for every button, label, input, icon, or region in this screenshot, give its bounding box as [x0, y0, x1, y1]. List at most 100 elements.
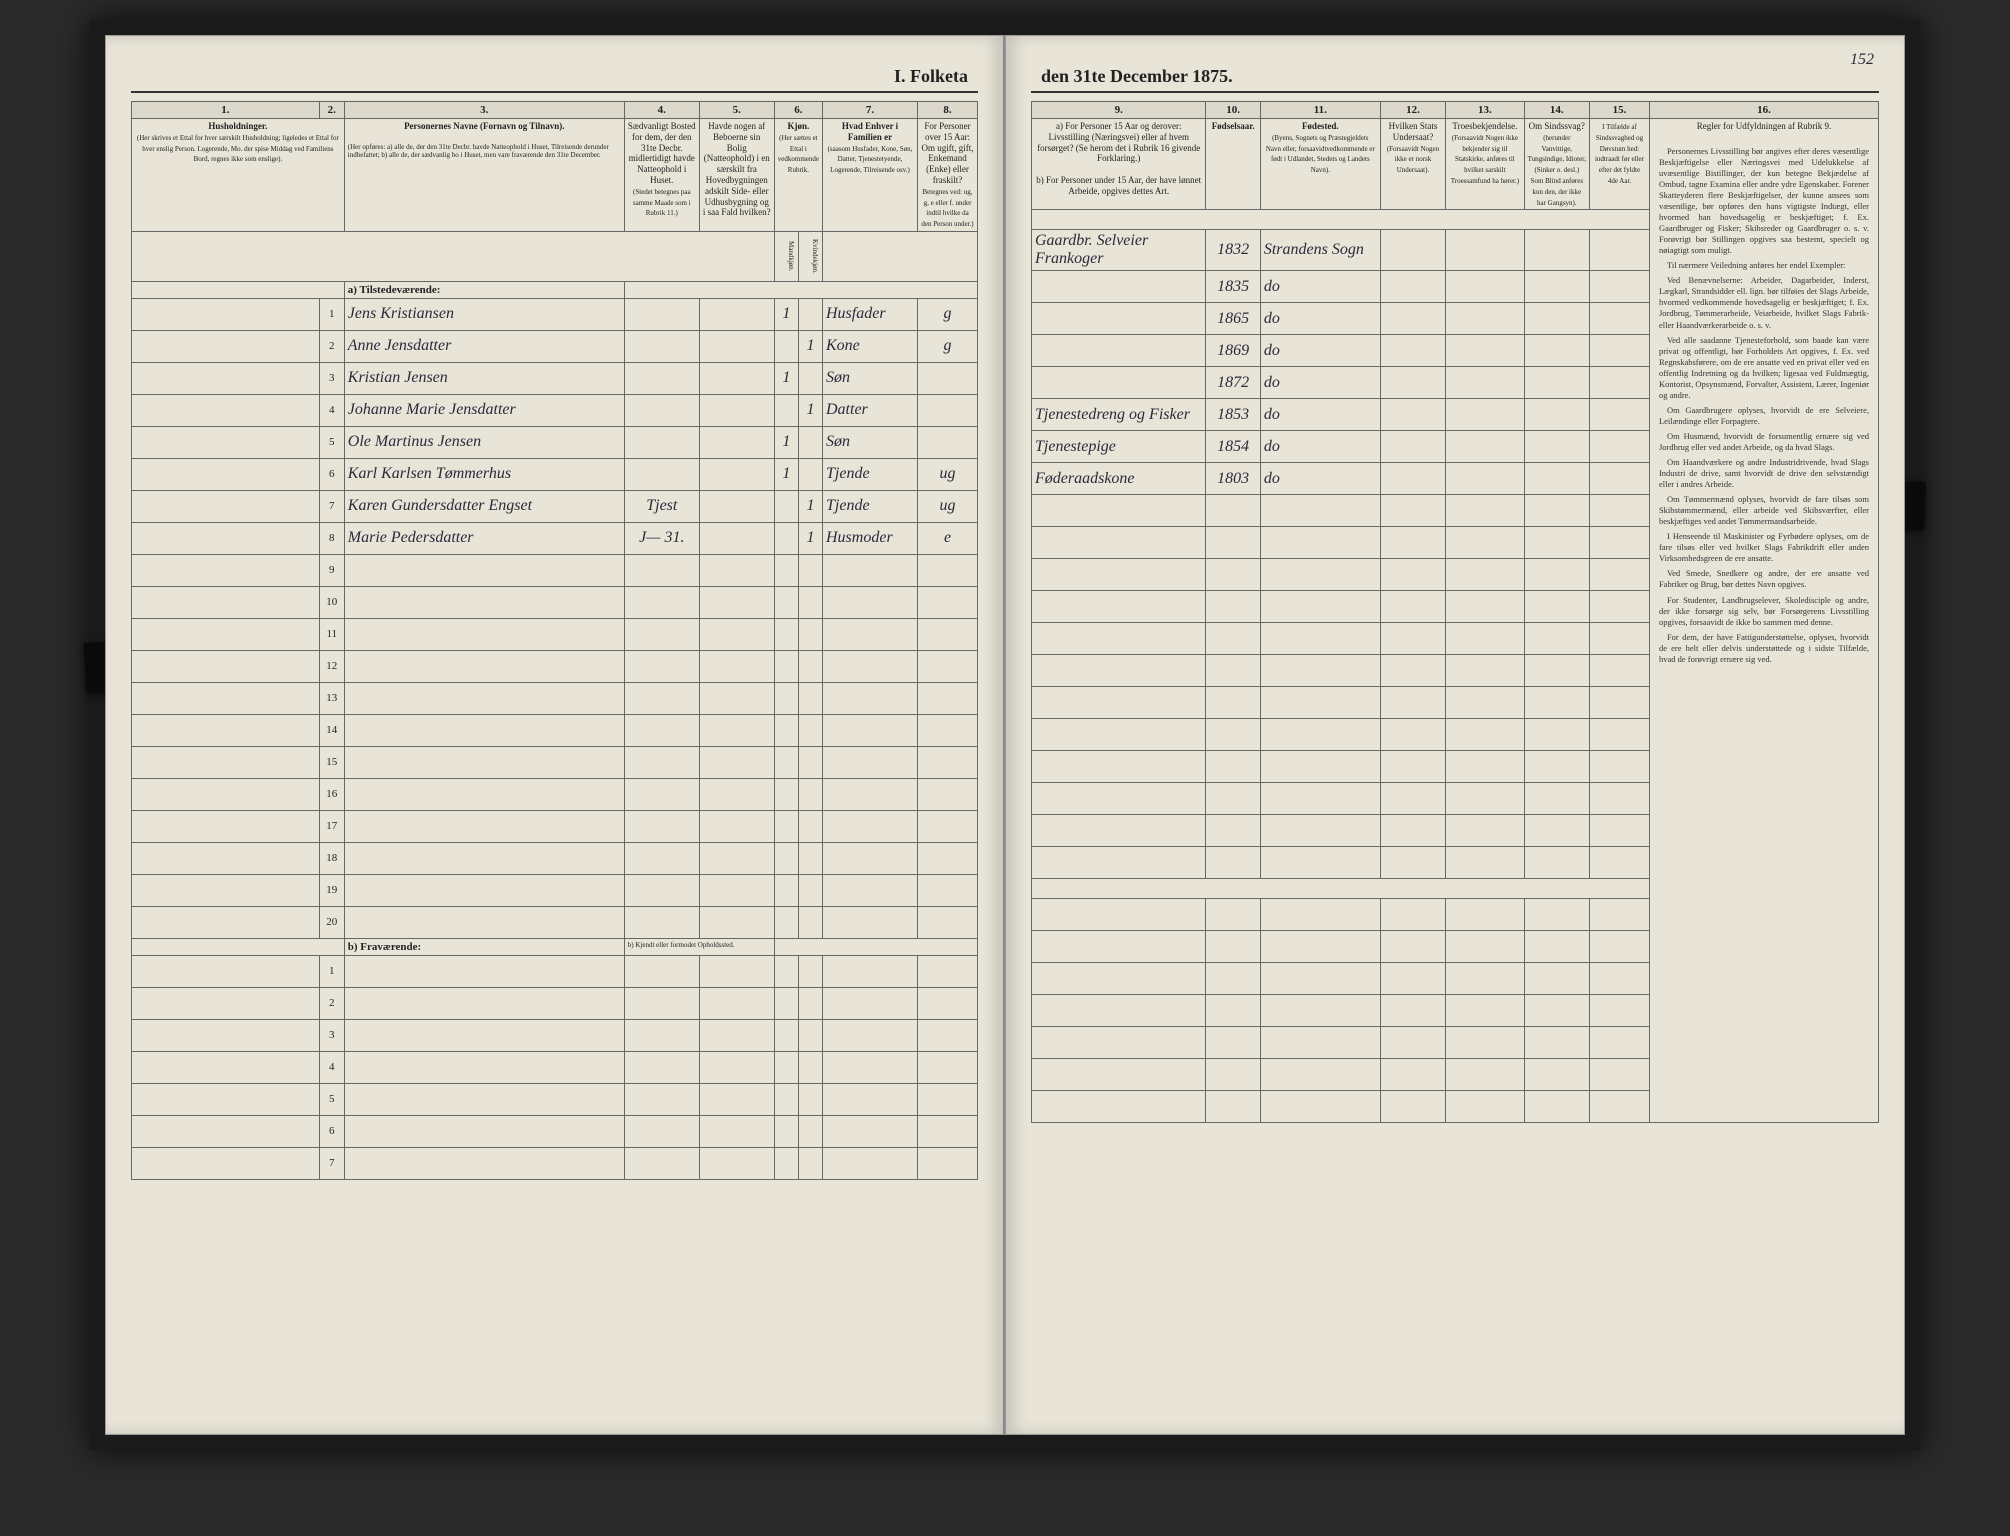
marital [918, 426, 978, 458]
header-title: Fødselsaar. [1212, 121, 1255, 131]
header-households: Husholdninger. (Her skrives et Ettal for… [132, 119, 345, 232]
rules-para: Ved alle saadanne Tjenesteforhold, som b… [1659, 335, 1869, 401]
occupation [1032, 271, 1206, 303]
empty-row: 12 [132, 650, 978, 682]
birthplace: do [1260, 335, 1380, 367]
marital: ug [918, 458, 978, 490]
header-sub: (Forsaavidt Nogen ikke bekjender sig til… [1451, 134, 1519, 185]
occupation: Gaardbr. Selveier Frankoger [1032, 230, 1206, 271]
empty-row: 1 [132, 955, 978, 987]
header-sub: (Forsaavidt Nogen ikke er norsk Undersaa… [1387, 145, 1439, 175]
header-marital: For Personer over 15 Aar: Om ugift, gift… [918, 119, 978, 232]
section-b-row: b) Fraværende: b) Kjendt eller formodet … [132, 938, 978, 955]
row-number: 5 [319, 426, 344, 458]
rules-para: Ved Benævnelserne: Arbeider, Dagarbeider… [1659, 275, 1869, 330]
marital: ug [918, 490, 978, 522]
sex-k [798, 458, 822, 490]
empty-row: 11 [132, 618, 978, 650]
census-table-left: 1. 2. 3. 4. 5. 6. 7. 8. Husholdninger. (… [131, 101, 978, 1180]
relation: Kone [823, 330, 918, 362]
rules-column: Regler for Udfyldningen af Rubrik 9. Per… [1649, 119, 1878, 1123]
person-row: 7 Karen Gundersdatter Engset Tjest 1 Tje… [132, 490, 978, 522]
occupation [1032, 303, 1206, 335]
header-row: a) For Personer 15 Aar og derover: Livss… [1032, 119, 1879, 210]
empty-row: 16 [132, 778, 978, 810]
person-name: Jens Kristiansen [344, 298, 624, 330]
row-number: 8 [319, 522, 344, 554]
sex-k [798, 426, 822, 458]
sex-m: 1 [774, 362, 798, 394]
sex-m [774, 522, 798, 554]
header-sex: Kjøn. (Her sættes et Ettal i vedkommende… [774, 119, 822, 232]
col-num: 3. [344, 102, 624, 119]
person-name: Kristian Jensen [344, 362, 624, 394]
row-number: 7 [319, 490, 344, 522]
sex-m: 1 [774, 458, 798, 490]
person-row: 8 Marie Pedersdatter J— 31. 1 Husmoder e [132, 522, 978, 554]
birthplace: do [1260, 431, 1380, 463]
person-name: Anne Jensdatter [344, 330, 624, 362]
birthyear: 1854 [1206, 431, 1260, 463]
rules-para: For Studenter, Landbrugselever, Skoledis… [1659, 595, 1869, 628]
header-title: Sædvanligt Bosted for dem, der den 31te … [628, 121, 696, 185]
sex-k: 1 [798, 394, 822, 426]
relation: Søn [823, 426, 918, 458]
title-left: I. Folketa [131, 66, 978, 93]
col-num: 12. [1380, 102, 1445, 119]
header-occupation: a) For Personer 15 Aar og derover: Livss… [1032, 119, 1206, 210]
empty-row: 10 [132, 586, 978, 618]
person-name: Ole Martinus Jensen [344, 426, 624, 458]
empty-row: 3 [132, 1019, 978, 1051]
sex-m [774, 394, 798, 426]
person-name: Karl Karlsen Tømmerhus [344, 458, 624, 490]
sex-m: 1 [774, 298, 798, 330]
rules-title: Regler for Udfyldningen af Rubrik 9. [1653, 121, 1875, 132]
section-absent: b) Fraværende: [344, 938, 624, 955]
row-number: 2 [319, 330, 344, 362]
header-sub: (Her sættes et Ettal i vedkommende Rubri… [778, 134, 819, 174]
header-birthplace: Fødested. (Byens, Sognets og Præstegjeld… [1260, 119, 1380, 210]
col-num: 14. [1524, 102, 1589, 119]
birthplace: do [1260, 399, 1380, 431]
empty-row: 19 [132, 874, 978, 906]
header-sub: (Her skrives et Ettal for hver særskilt … [137, 134, 339, 164]
rules-para: Til nærmere Veiledning anføres her endel… [1659, 260, 1869, 271]
header-title: Om Sindssvag? [1529, 121, 1585, 131]
rules-para: I Henseende til Maskinister og Fyrbødere… [1659, 531, 1869, 564]
col-num: 4. [624, 102, 699, 119]
col-num: 11. [1260, 102, 1380, 119]
person-row: 5 Ole Martinus Jensen 1 Søn [132, 426, 978, 458]
person-row: 1 Jens Kristiansen 1 Husfader g [132, 298, 978, 330]
rules-para: Om Gaardbrugere oplyses, hvorvidt de ere… [1659, 405, 1869, 427]
empty-row: 13 [132, 682, 978, 714]
birthplace: do [1260, 303, 1380, 335]
sex-subheader: Mandkjøn. Kvindekjøn. [132, 231, 978, 281]
col-num: 9. [1032, 102, 1206, 119]
person-name: Karen Gundersdatter Engset [344, 490, 624, 522]
col-num: 16. [1649, 102, 1878, 119]
marital: e [918, 522, 978, 554]
relation: Datter [823, 394, 918, 426]
birthyear: 1872 [1206, 367, 1260, 399]
header-nationality: Hvilken Stats Undersaat? (Forsaavidt Nog… [1380, 119, 1445, 210]
header-title: Hvad Enhver i Familien er [842, 121, 898, 142]
birthplace: do [1260, 271, 1380, 303]
sex-k [798, 298, 822, 330]
page-number: 152 [1850, 51, 1874, 69]
title-right: den 31te December 1875. [1031, 66, 1879, 93]
empty-row: 7 [132, 1147, 978, 1179]
header-sub: Betegnes ved: ug, g, e eller f. under in… [921, 188, 973, 228]
header-onset: I Tilfælde af Sindssvaghed og Døvstum he… [1590, 119, 1650, 210]
census-table-right: 9. 10. 11. 12. 13. 14. 15. 16. a) For Pe… [1031, 101, 1879, 1123]
header-residence: Sædvanligt Bosted for dem, der den 31te … [624, 119, 699, 232]
empty-row: 9 [132, 554, 978, 586]
birthyear: 1832 [1206, 230, 1260, 271]
header-sub: I Tilfælde af Sindssvaghed og Døvstum he… [1595, 123, 1644, 185]
relation: Søn [823, 362, 918, 394]
sex-k: 1 [798, 490, 822, 522]
section-b-note: b) Kjendt eller formodet Opholdssted. [624, 938, 774, 955]
birthplace: do [1260, 463, 1380, 495]
sex-k: 1 [798, 330, 822, 362]
column-number-row: 1. 2. 3. 4. 5. 6. 7. 8. [132, 102, 978, 119]
header-disability: Om Sindssvag? (herunder Vanvittige, Tung… [1524, 119, 1589, 210]
